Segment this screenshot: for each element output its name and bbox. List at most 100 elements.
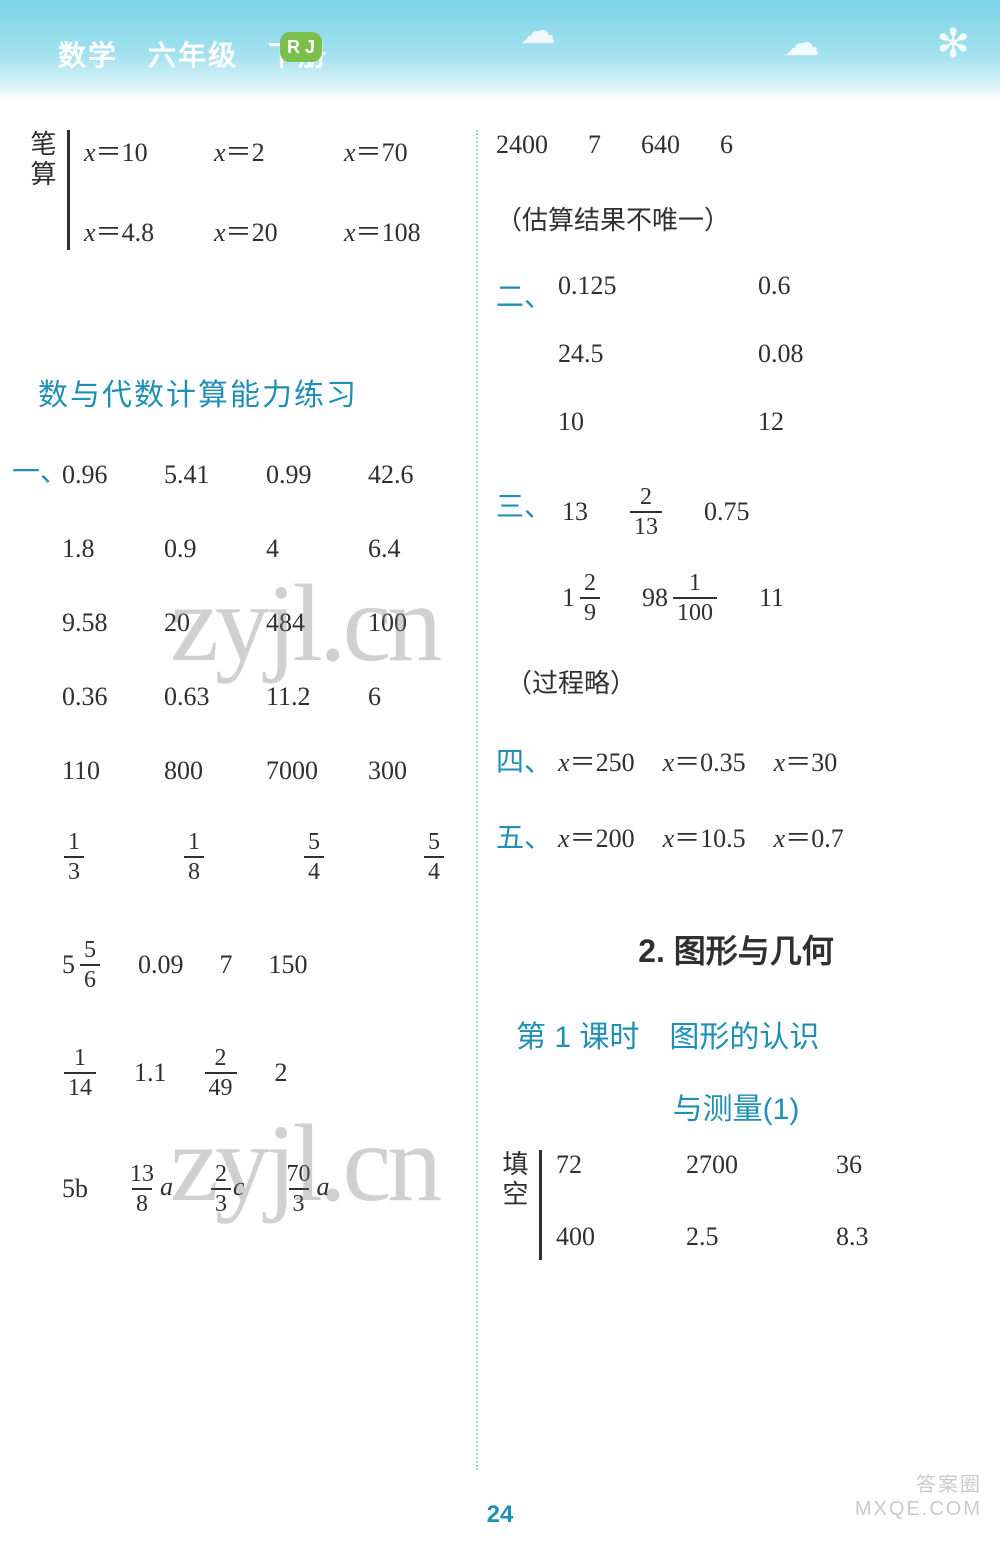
equation: x＝20 <box>214 212 344 249</box>
ans: 1.1 <box>134 1058 167 1088</box>
equation: x＝10.5 <box>663 818 746 855</box>
ans: 0.09 <box>138 950 184 980</box>
cloud-icon: ☁ <box>520 10 556 52</box>
column-divider <box>476 130 478 1470</box>
ans: 5.41 <box>164 460 266 490</box>
ans: 12 <box>758 407 898 437</box>
page-number: 24 <box>0 1501 1000 1529</box>
ans: 0.125 <box>558 271 758 301</box>
chapter-title: 2. 图形与几何 <box>496 926 976 972</box>
bisuan-block: 笔算 x＝10 x＝2 x＝70 x＝4.8 x＝20 x＝108 <box>24 130 458 250</box>
ans: 400 <box>556 1222 686 1260</box>
estimate-note: （估算结果不唯一） <box>496 200 976 237</box>
ans: 5b <box>62 1174 88 1204</box>
equation: x＝250 <box>558 742 635 779</box>
ans: 8.3 <box>836 1222 936 1260</box>
ans: 6.4 <box>368 534 470 564</box>
section-1-label: 一、 <box>12 450 68 490</box>
ans: 800 <box>164 756 266 786</box>
tiankong-grid: 72 2700 36 400 2.5 8.3 <box>556 1150 936 1260</box>
ans: 0.63 <box>164 682 266 712</box>
right-column: 2400 7 640 6 （估算结果不唯一） 二、 0.125 0.6 24.5… <box>496 130 976 1480</box>
ans: 2.5 <box>686 1222 836 1260</box>
equation: x＝200 <box>558 818 635 855</box>
mixed-number: 5 56 <box>62 938 102 992</box>
ans: 110 <box>62 756 164 786</box>
ans: 20 <box>164 608 266 638</box>
page-body: 笔算 x＝10 x＝2 x＝70 x＝4.8 x＝20 x＝108 数与代数计算… <box>0 100 1000 1480</box>
page-header: 数学 六年级 下册 R J ☁ ☁ ✻ <box>0 0 1000 100</box>
snowflake-icon: ✻ <box>936 20 970 67</box>
ans: 72 <box>556 1150 686 1188</box>
section-3-grid: 13 213 0.75 1 29 98 1100 11 <box>562 485 976 657</box>
lesson-title-b: 与测量(1) <box>496 1084 976 1128</box>
ans: 1.8 <box>62 534 164 564</box>
fraction: 54 <box>424 830 444 884</box>
ans: 703a <box>281 1162 330 1216</box>
equation: x＝10 <box>84 132 214 169</box>
equation: x＝0.35 <box>663 742 746 779</box>
equation: x＝108 <box>344 212 474 249</box>
ans: 0.96 <box>62 460 164 490</box>
fraction: 54 <box>304 830 324 884</box>
equation: x＝30 <box>774 742 838 779</box>
left-column: 笔算 x＝10 x＝2 x＝70 x＝4.8 x＝20 x＝108 数与代数计算… <box>18 130 458 1480</box>
ans: 7000 <box>266 756 368 786</box>
ans: 138a <box>124 1162 173 1216</box>
ans: 150 <box>269 950 308 980</box>
ans: 23c <box>209 1162 245 1216</box>
fraction: 213 <box>630 485 662 539</box>
bisuan-label: 笔算 <box>24 130 70 250</box>
page: 数学 六年级 下册 R J ☁ ☁ ✻ 笔算 x＝10 x＝2 x＝70 x＝4… <box>0 0 1000 1543</box>
mixed-row: 5 56 0.09 7 150 <box>62 938 458 992</box>
fraction: 249 <box>205 1046 237 1100</box>
process-note: （过程略） <box>506 663 976 700</box>
ans: 0.75 <box>704 497 750 527</box>
fraction: 114 <box>64 1046 96 1100</box>
answers-grid: 0.96 5.41 0.99 42.6 1.8 0.9 4 6.4 9.58 2… <box>62 460 458 786</box>
ans: 100 <box>368 608 470 638</box>
practice-title: 数与代数计算能力练习 <box>38 370 458 414</box>
mixed-number: 98 1100 <box>642 571 719 625</box>
right-top: 2400 7 640 6 （估算结果不唯一） <box>496 130 976 237</box>
ans: 7 <box>588 130 601 160</box>
ans: 2700 <box>686 1150 836 1188</box>
section-3-label: 三、 <box>496 485 552 657</box>
ans: 4 <box>266 534 368 564</box>
ans: 24.5 <box>558 339 758 369</box>
ans: 6 <box>368 682 470 712</box>
ans: 9.58 <box>62 608 164 638</box>
ans: 10 <box>558 407 758 437</box>
section-4-label: 四、 <box>496 740 552 780</box>
ans: 7 <box>220 950 233 980</box>
ans: 484 <box>266 608 368 638</box>
ans: 300 <box>368 756 470 786</box>
header-badge: R J <box>280 32 322 62</box>
cloud-icon: ☁ <box>784 22 820 64</box>
ans: 42.6 <box>368 460 470 490</box>
ans: 0.6 <box>758 271 898 301</box>
equation: x＝2 <box>214 132 344 169</box>
section-2-label: 二、 <box>496 275 552 437</box>
tiankong-block: 填空 72 2700 36 400 2.5 8.3 <box>496 1150 976 1260</box>
equation: x＝70 <box>344 132 474 169</box>
top-row: 2400 7 640 6 <box>496 130 976 160</box>
section-5-label: 五、 <box>496 816 552 856</box>
section-2-grid: 0.125 0.6 24.5 0.08 10 12 <box>558 271 898 437</box>
fraction-row: 13 18 54 54 <box>62 830 458 884</box>
row-after: 114 1.1 249 2 <box>62 1046 458 1100</box>
ans: 11.2 <box>266 682 368 712</box>
row-last: 5b 138a 23c 703a <box>62 1162 458 1216</box>
equation: x＝0.7 <box>774 818 844 855</box>
ans: 0.36 <box>62 682 164 712</box>
ans: 36 <box>836 1150 936 1188</box>
ans: 0.08 <box>758 339 898 369</box>
ans: 2 <box>275 1058 288 1088</box>
ans: 11 <box>759 583 784 613</box>
lesson-title-a: 第 1 课时 图形的认识 <box>516 1012 976 1056</box>
ans: 0.9 <box>164 534 266 564</box>
bisuan-grid: x＝10 x＝2 x＝70 x＝4.8 x＝20 x＝108 <box>84 130 474 250</box>
equation: x＝4.8 <box>84 212 214 249</box>
mixed-number: 1 29 <box>562 571 602 625</box>
ans: 13 <box>562 497 588 527</box>
